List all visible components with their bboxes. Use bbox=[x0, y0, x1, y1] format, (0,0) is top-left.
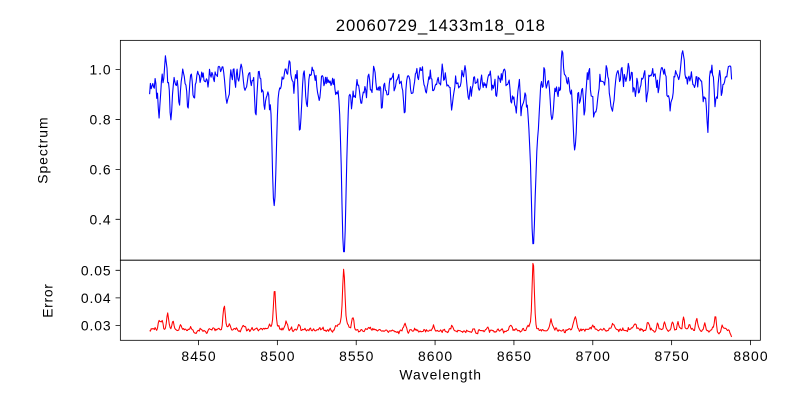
svg-text:1.0: 1.0 bbox=[89, 62, 111, 78]
svg-text:20060729_1433m18_018: 20060729_1433m18_018 bbox=[336, 16, 546, 35]
svg-text:0.05: 0.05 bbox=[81, 262, 112, 278]
svg-text:0.4: 0.4 bbox=[89, 211, 111, 227]
svg-text:0.6: 0.6 bbox=[89, 161, 111, 177]
svg-text:8800: 8800 bbox=[733, 348, 768, 364]
svg-text:8450: 8450 bbox=[181, 348, 216, 364]
svg-text:8650: 8650 bbox=[497, 348, 532, 364]
svg-text:8750: 8750 bbox=[655, 348, 690, 364]
svg-text:0.03: 0.03 bbox=[81, 318, 112, 334]
svg-text:8600: 8600 bbox=[418, 348, 453, 364]
svg-text:8550: 8550 bbox=[339, 348, 374, 364]
svg-text:0.04: 0.04 bbox=[81, 290, 112, 306]
svg-text:8700: 8700 bbox=[576, 348, 611, 364]
svg-text:Wavelength: Wavelength bbox=[399, 366, 482, 382]
svg-text:Error: Error bbox=[40, 283, 56, 317]
svg-text:Spectrum: Spectrum bbox=[35, 116, 51, 183]
svg-text:0.8: 0.8 bbox=[89, 112, 111, 128]
svg-text:8500: 8500 bbox=[260, 348, 295, 364]
